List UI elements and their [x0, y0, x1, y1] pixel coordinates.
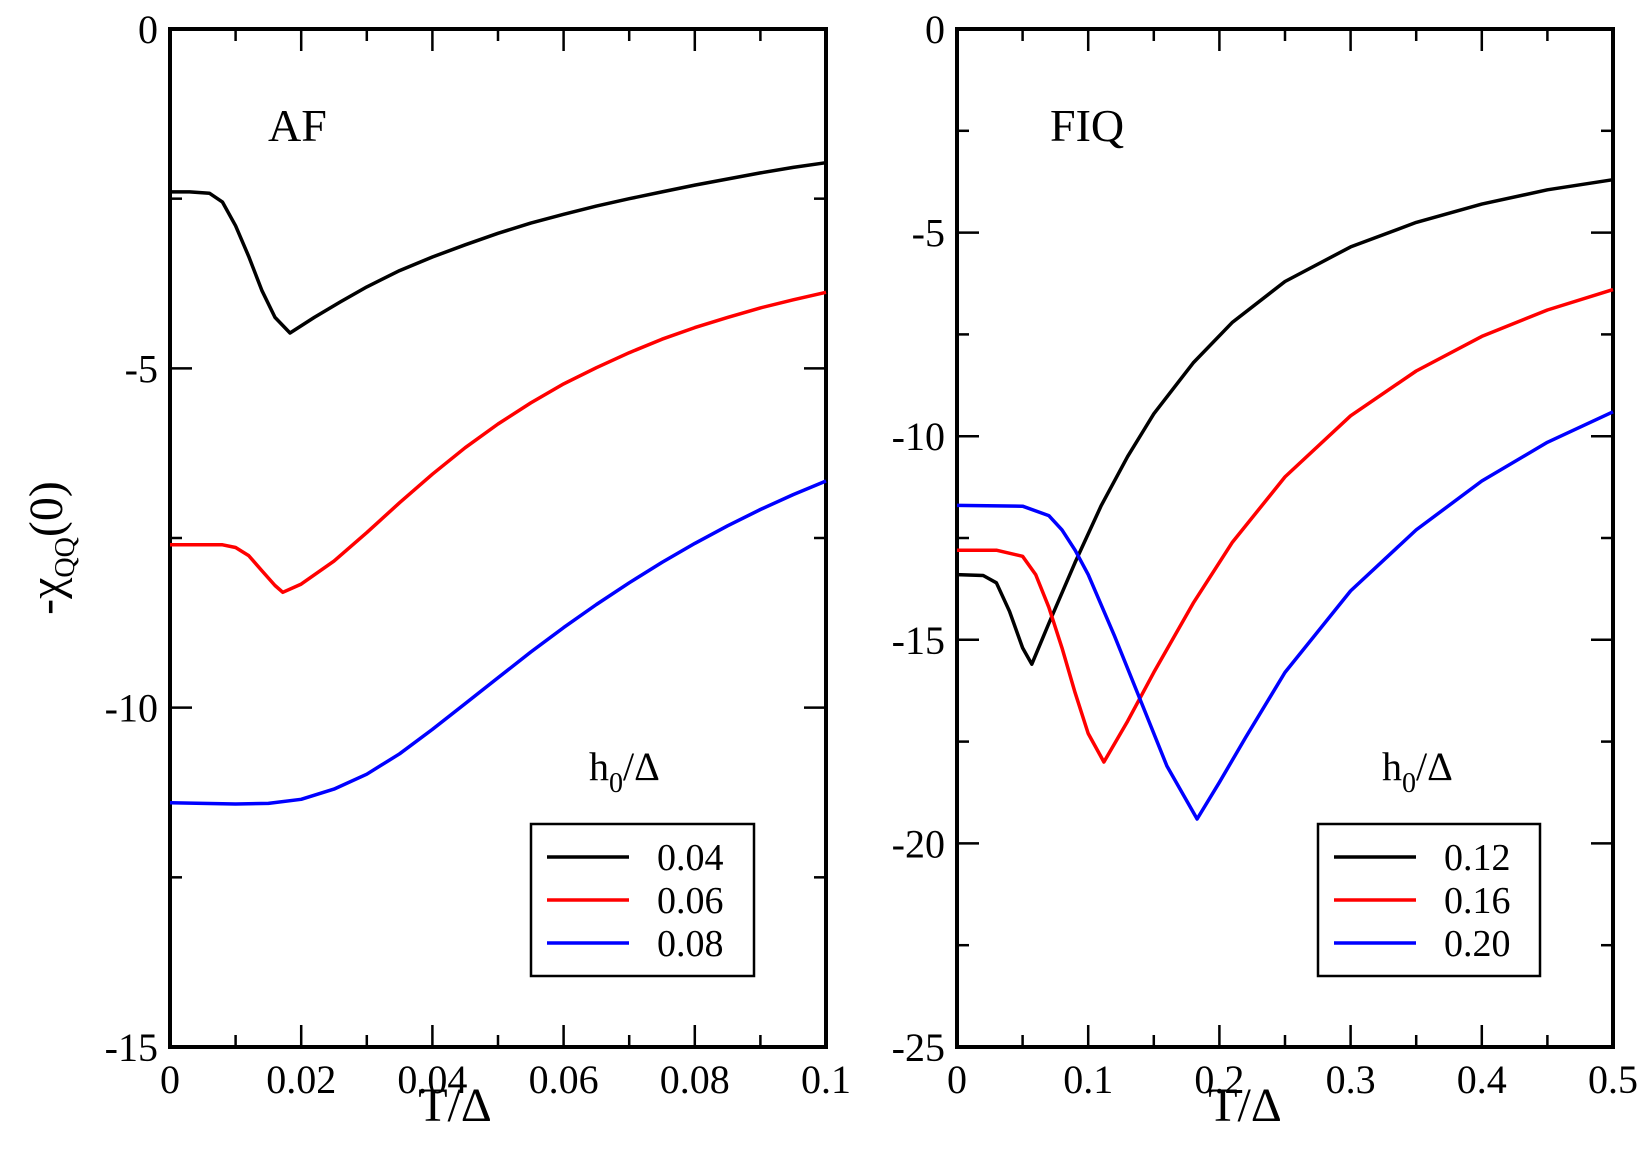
x-tick-label: 0.4 [1457, 1057, 1507, 1102]
legend-label: 0.06 [657, 880, 724, 922]
legend: 0.120.160.20 [1316, 822, 1542, 978]
y-tick-label: -10 [892, 414, 945, 459]
legend-label: 0.08 [657, 923, 724, 965]
y-axis-title: -χQQ(0) [20, 481, 81, 615]
legend-label: 0.20 [1444, 923, 1511, 965]
y-tick-label: -15 [105, 1025, 158, 1070]
panel-af: 0 0.02 0.04 0.06 0.08 0.1 0-5-10-15 AF T/Δ -χ… [20, 7, 851, 1132]
panel-fiq: 0 0.1 0.2 0.3 0.4 0.5 0 -5 -10 -15 -20 -25 FIQ T/Δ… [892, 7, 1638, 1132]
legend: 0.040.060.08 [529, 822, 756, 978]
tick-marks [168, 27, 828, 1049]
legend-title-tail: /Δ [1416, 744, 1453, 789]
x-tick-label: 0.1 [801, 1057, 851, 1102]
legend-title-main: h [1382, 744, 1402, 789]
y-tick-labels: 0 -5 -10 -15 [105, 7, 158, 1070]
series-line-0.20 [956, 410, 1614, 821]
legend-label: 0.04 [657, 837, 724, 879]
x-axis-title: T/Δ [418, 1079, 492, 1132]
legend-title: h0/Δ [1382, 744, 1453, 799]
y-tick-label: -5 [125, 346, 158, 391]
x-tick-label: 0.06 [529, 1057, 599, 1102]
y-tick-label: -10 [105, 686, 158, 731]
y-tick-label: 0 [138, 7, 158, 52]
x-tick-label: 0 [160, 1057, 180, 1102]
legend-label: 0.12 [1444, 837, 1511, 879]
y-axis-title-tail: (0) [20, 481, 73, 537]
y-tick-label: -15 [892, 618, 945, 663]
y-tick-labels: 0 -5 -10 -15 -20 -25 [892, 7, 945, 1070]
x-axis-title: T/Δ [1208, 1079, 1282, 1132]
panel-label: FIQ [1050, 100, 1124, 151]
legend-title-main: h [589, 744, 609, 789]
series-line-0.16 [957, 287, 1614, 764]
y-axis-title-main: -χ [20, 577, 73, 615]
y-tick-label: -20 [892, 821, 945, 866]
series-line-0.06 [170, 290, 827, 595]
x-tick-labels: 0 0.1 0.2 0.3 0.4 0.5 [947, 1057, 1638, 1102]
x-tick-labels: 0 0.02 0.04 0.06 0.08 0.1 [160, 1057, 851, 1102]
legend-title-subscript: 0 [1402, 768, 1416, 799]
x-tick-label: 0.2 [1194, 1057, 1244, 1102]
series-line-0.04 [170, 160, 827, 335]
series-lines [169, 160, 827, 806]
x-tick-label: 0.3 [1326, 1057, 1376, 1102]
x-tick-label: 0.5 [1588, 1057, 1638, 1102]
legend-label: 0.16 [1444, 880, 1511, 922]
x-tick-label: 0.08 [660, 1057, 730, 1102]
x-tick-label: 0 [947, 1057, 967, 1102]
x-tick-label: 0.04 [397, 1057, 467, 1102]
y-axis-title-subscript: QQ [50, 537, 81, 577]
legend-title-tail: /Δ [623, 744, 660, 789]
panel-label: AF [268, 100, 327, 151]
y-tick-label: 0 [925, 7, 945, 52]
legend-title: h0/Δ [589, 744, 660, 799]
y-tick-label: -5 [912, 211, 945, 256]
legend-title-subscript: 0 [609, 768, 623, 799]
x-tick-label: 0.02 [266, 1057, 336, 1102]
series-line-0.12 [956, 177, 1614, 666]
tick-marks [955, 27, 1615, 1049]
x-tick-label: 0.1 [1063, 1057, 1113, 1102]
series-line-0.08 [169, 479, 827, 806]
y-tick-label: -25 [892, 1025, 945, 1070]
series-lines [956, 177, 1614, 821]
